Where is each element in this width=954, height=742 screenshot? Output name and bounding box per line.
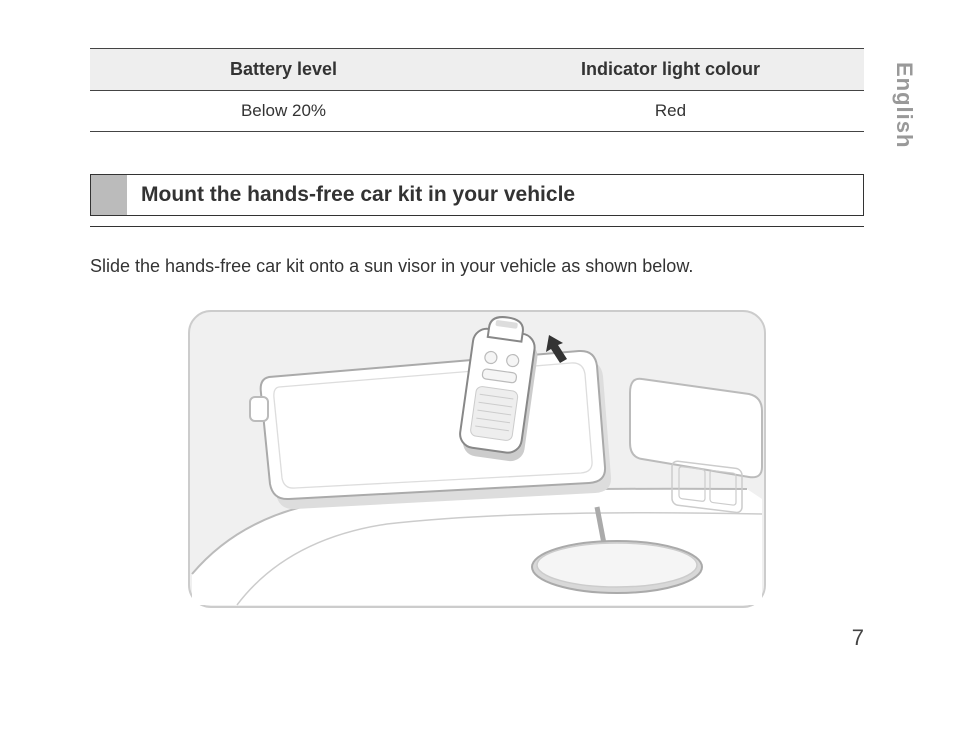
heading-marker bbox=[91, 175, 127, 215]
table-cell: Red bbox=[477, 91, 864, 132]
section-heading: Mount the hands-free car kit in your veh… bbox=[90, 174, 864, 216]
page-number: 7 bbox=[852, 625, 864, 651]
language-tab: English bbox=[884, 50, 924, 160]
language-label: English bbox=[891, 62, 917, 148]
manual-page: English Battery level Indicator light co… bbox=[0, 0, 954, 669]
section-body: Slide the hands-free car kit onto a sun … bbox=[90, 253, 864, 279]
section-rule bbox=[90, 226, 864, 227]
table-row: Below 20% Red bbox=[90, 91, 864, 132]
table-cell: Below 20% bbox=[90, 91, 477, 132]
sun-visor-illustration bbox=[187, 309, 767, 609]
illustration-container bbox=[90, 309, 864, 609]
table-header-cell: Battery level bbox=[90, 49, 477, 91]
battery-table: Battery level Indicator light colour Bel… bbox=[90, 48, 864, 132]
section-title: Mount the hands-free car kit in your veh… bbox=[127, 175, 863, 215]
table-header-cell: Indicator light colour bbox=[477, 49, 864, 91]
table-header-row: Battery level Indicator light colour bbox=[90, 49, 864, 91]
